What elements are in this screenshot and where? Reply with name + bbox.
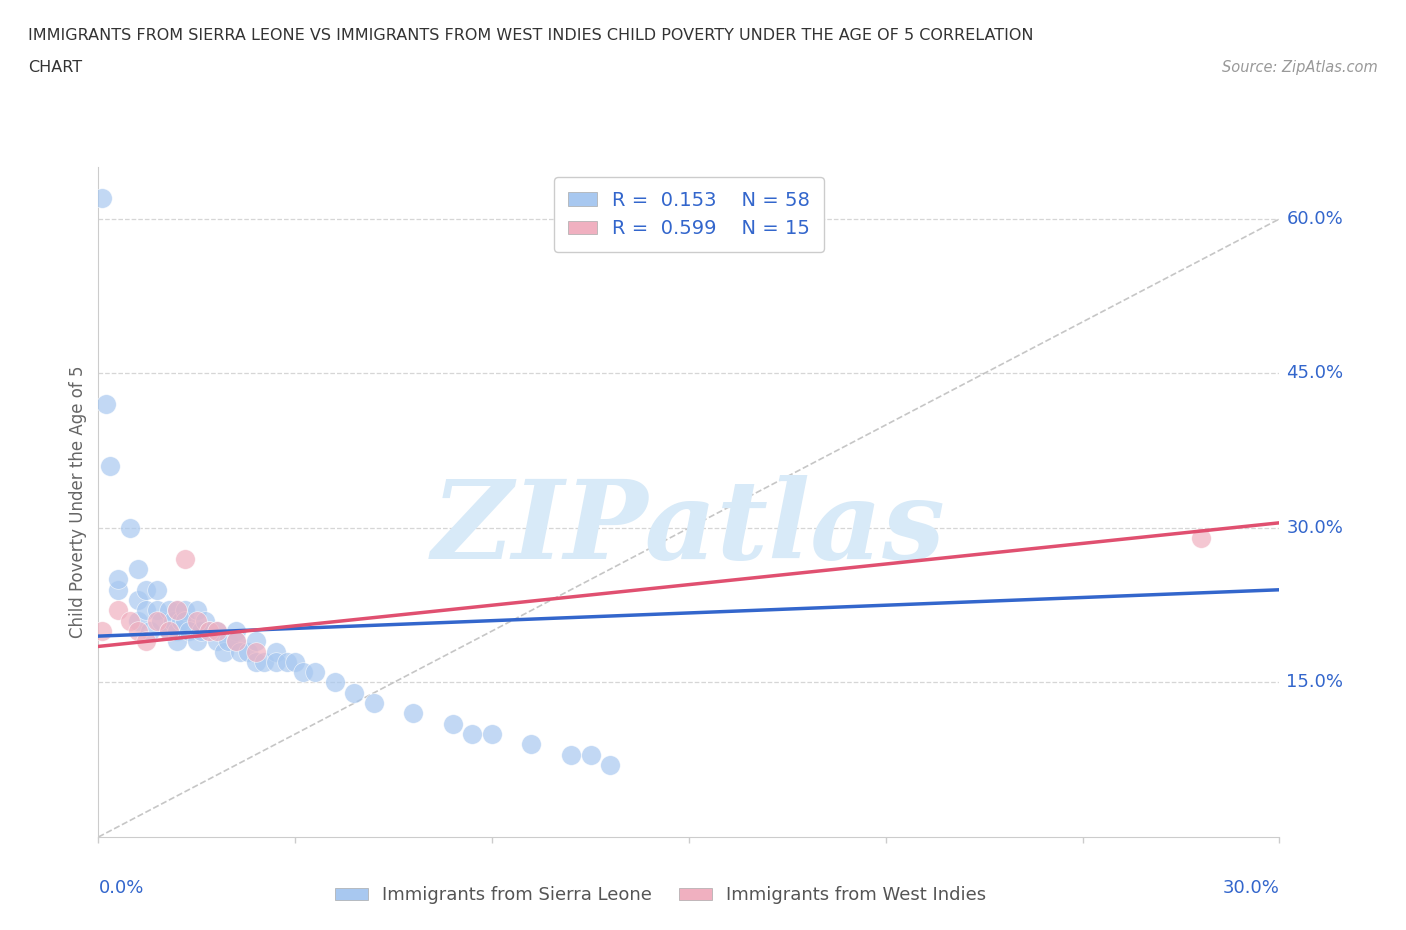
- Point: [441, 716, 464, 731]
- Text: ZIPatlas: ZIPatlas: [432, 475, 946, 583]
- Point: [461, 726, 484, 741]
- Point: [197, 623, 219, 638]
- Point: [138, 623, 160, 638]
- Point: [146, 582, 169, 597]
- Point: [127, 562, 149, 577]
- Point: [264, 655, 287, 670]
- Point: [205, 634, 228, 649]
- Point: [177, 623, 200, 638]
- Point: [162, 613, 184, 628]
- Text: 30.0%: 30.0%: [1223, 879, 1279, 897]
- Point: [205, 623, 228, 638]
- Point: [186, 634, 208, 649]
- Point: [118, 521, 141, 536]
- Point: [225, 634, 247, 649]
- Point: [157, 623, 180, 638]
- Point: [245, 655, 267, 670]
- Point: [127, 592, 149, 607]
- Point: [190, 623, 212, 638]
- Point: [96, 397, 118, 412]
- Point: [127, 613, 149, 628]
- Point: [107, 603, 129, 618]
- Point: [91, 191, 114, 206]
- Point: [166, 623, 188, 638]
- Point: [599, 757, 621, 772]
- Point: [292, 665, 315, 680]
- Point: [264, 644, 287, 659]
- Legend: Immigrants from Sierra Leone, Immigrants from West Indies: Immigrants from Sierra Leone, Immigrants…: [328, 879, 994, 911]
- Point: [245, 634, 267, 649]
- Point: [197, 623, 219, 638]
- Text: IMMIGRANTS FROM SIERRA LEONE VS IMMIGRANTS FROM WEST INDIES CHILD POVERTY UNDER : IMMIGRANTS FROM SIERRA LEONE VS IMMIGRAN…: [28, 28, 1033, 43]
- Text: Source: ZipAtlas.com: Source: ZipAtlas.com: [1222, 60, 1378, 75]
- Point: [157, 623, 180, 638]
- Point: [304, 665, 326, 680]
- Point: [174, 551, 197, 566]
- Point: [174, 603, 197, 618]
- Legend: R =  0.153    N = 58, R =  0.599    N = 15: R = 0.153 N = 58, R = 0.599 N = 15: [554, 177, 824, 252]
- Point: [166, 603, 188, 618]
- Point: [276, 655, 298, 670]
- Point: [205, 623, 228, 638]
- Point: [225, 623, 247, 638]
- Text: CHART: CHART: [28, 60, 82, 75]
- Point: [284, 655, 307, 670]
- Point: [402, 706, 425, 721]
- Point: [98, 458, 121, 473]
- Point: [229, 644, 252, 659]
- Point: [214, 644, 236, 659]
- Point: [146, 603, 169, 618]
- Text: 30.0%: 30.0%: [1286, 519, 1343, 537]
- Point: [363, 696, 385, 711]
- Point: [135, 634, 157, 649]
- Text: 60.0%: 60.0%: [1286, 210, 1343, 228]
- Text: 15.0%: 15.0%: [1286, 673, 1344, 692]
- Point: [118, 613, 141, 628]
- Point: [174, 613, 197, 628]
- Point: [157, 603, 180, 618]
- Point: [150, 613, 173, 628]
- Point: [127, 623, 149, 638]
- Point: [186, 603, 208, 618]
- Point: [194, 613, 217, 628]
- Point: [1189, 531, 1212, 546]
- Point: [343, 685, 366, 700]
- Point: [107, 582, 129, 597]
- Y-axis label: Child Poverty Under the Age of 5: Child Poverty Under the Age of 5: [69, 365, 87, 639]
- Point: [135, 603, 157, 618]
- Point: [91, 623, 114, 638]
- Point: [225, 634, 247, 649]
- Point: [166, 603, 188, 618]
- Point: [245, 644, 267, 659]
- Point: [560, 747, 582, 762]
- Point: [166, 634, 188, 649]
- Point: [323, 675, 346, 690]
- Point: [170, 613, 193, 628]
- Point: [520, 737, 543, 751]
- Point: [107, 572, 129, 587]
- Point: [186, 613, 208, 628]
- Point: [236, 644, 259, 659]
- Point: [579, 747, 602, 762]
- Point: [135, 582, 157, 597]
- Point: [217, 634, 239, 649]
- Text: 0.0%: 0.0%: [98, 879, 143, 897]
- Point: [481, 726, 503, 741]
- Point: [146, 613, 169, 628]
- Text: 45.0%: 45.0%: [1286, 365, 1344, 382]
- Point: [253, 655, 276, 670]
